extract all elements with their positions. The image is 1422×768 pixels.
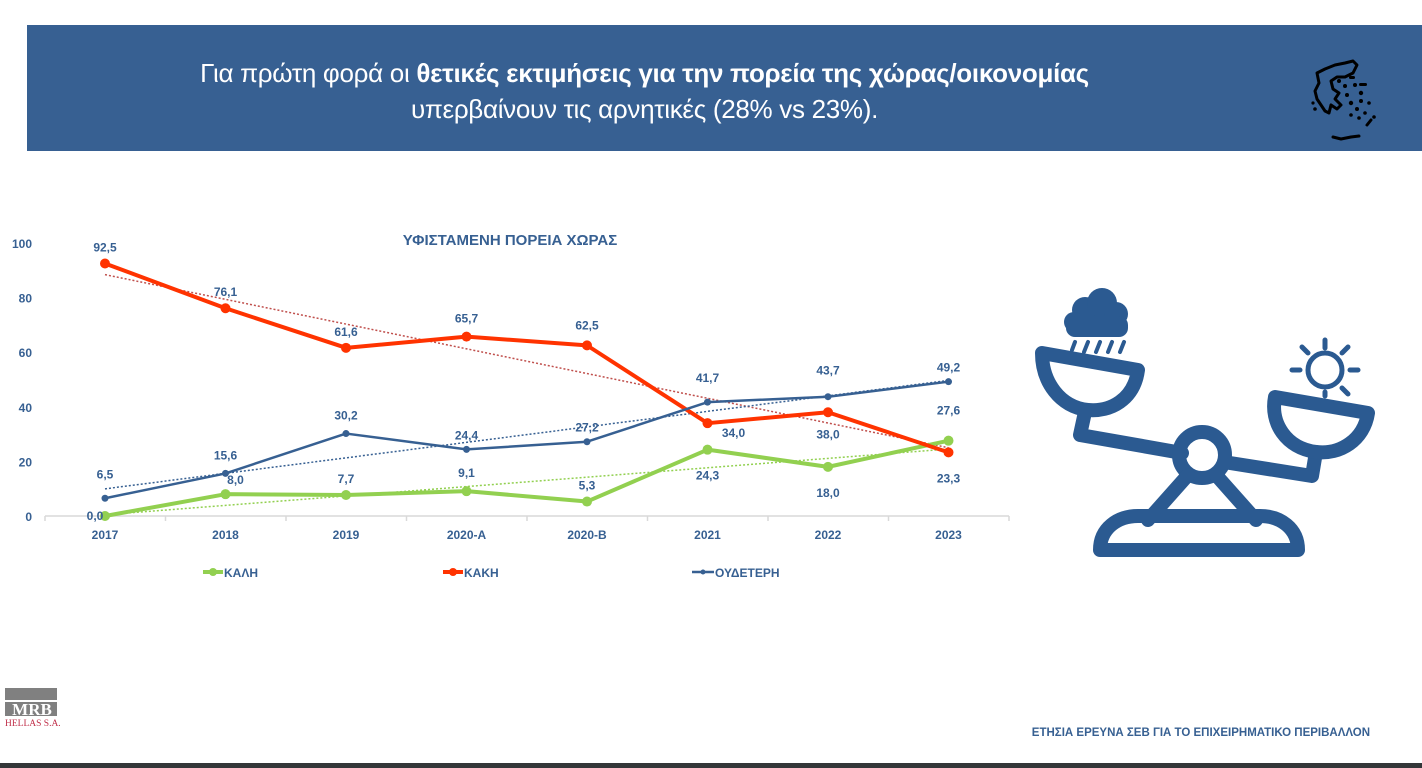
data-label: 62,5 [575, 318, 599, 332]
data-point [461, 331, 472, 342]
header-banner: Για πρώτη φορά οι θετικές εκτιμήσεις για… [27, 25, 1422, 151]
data-point [100, 511, 110, 521]
data-label: 76,1 [214, 285, 238, 299]
banner-line1-normal: Για πρώτη φορά οι [200, 58, 417, 88]
mrb-logo: MRB HELLAS S.A. [5, 688, 61, 742]
logo-main-text: MRB [12, 700, 52, 719]
bottom-bar [0, 763, 1422, 768]
data-point [702, 444, 713, 455]
data-point [702, 418, 713, 429]
data-label: 43,7 [816, 364, 840, 378]
data-label: 24,4 [455, 428, 479, 442]
greece-map-icon [1311, 59, 1376, 141]
data-point [704, 398, 711, 406]
data-label: 9,1 [458, 466, 475, 480]
data-point [342, 430, 350, 438]
data-point [101, 494, 109, 502]
data-label: 0,0 [87, 509, 104, 523]
data-point [220, 303, 231, 314]
data-label: 61,6 [334, 325, 358, 339]
y-tick-label: 60 [19, 346, 33, 360]
y-tick-label: 20 [19, 455, 33, 469]
logo-sub-text: HELLAS S.A. [5, 719, 61, 729]
data-label: 24,3 [696, 469, 720, 483]
trendline-0 [104, 448, 949, 516]
x-tick-label: 2022 [815, 528, 842, 542]
data-label: 41,7 [696, 371, 720, 385]
logo-bar [5, 688, 57, 700]
data-point [341, 489, 351, 500]
chart-title: ΥΦΙΣΤΑΜΕΝΗ ΠΟΡΕΙΑ ΧΩΡΑΣ [402, 232, 618, 249]
data-point [461, 486, 472, 497]
series-line-0 [104, 438, 949, 518]
data-label: 49,2 [937, 361, 961, 375]
data-point [583, 438, 591, 446]
data-label: 27,6 [937, 404, 961, 418]
rain-cloud-icon [1064, 288, 1128, 337]
data-point [582, 340, 592, 351]
data-label: 30,2 [334, 409, 358, 423]
x-tick-label: 2019 [333, 528, 360, 542]
data-label: 7,7 [338, 472, 355, 486]
data-point [824, 393, 832, 401]
x-tick-label: 2023 [935, 528, 962, 542]
series-line-1 [104, 261, 950, 455]
right-pan [1267, 390, 1375, 460]
data-point [463, 445, 470, 453]
data-label: 8,0 [227, 473, 244, 487]
banner-line1-bold: θετικές εκτιμήσεις για την πορεία της χώ… [416, 58, 1089, 88]
x-tick-label: 2018 [212, 528, 239, 542]
data-point [823, 407, 833, 418]
balance-scale-icon [1035, 288, 1375, 557]
banner-line2: υπερβαίνουν τις αρνητικές (28% vs 23%). [410, 94, 879, 124]
data-point [222, 469, 229, 477]
data-label: 15,6 [214, 448, 238, 462]
data-point [943, 435, 954, 446]
data-point [943, 447, 954, 458]
x-tick-label: 2017 [92, 528, 119, 542]
data-label: 5,3 [579, 479, 596, 493]
y-tick-label: 40 [19, 401, 33, 415]
x-tick-label: 2020-B [567, 528, 607, 542]
x-tick-label: 2021 [694, 528, 721, 542]
data-label: 23,3 [937, 471, 961, 485]
data-point [582, 496, 592, 507]
legend-label: ΟΥΔΕΤΕΡΗ [715, 566, 780, 580]
legend-swatch-marker [700, 569, 706, 575]
y-tick-label: 80 [19, 292, 33, 306]
legend-swatch-marker [209, 568, 217, 576]
data-point [220, 489, 231, 500]
data-label: 65,7 [455, 312, 479, 326]
legend-label: ΚΑΚΗ [464, 566, 499, 580]
legend-label: ΚΑΛΗ [224, 566, 258, 580]
data-label: 38,0 [816, 427, 840, 441]
data-point [341, 342, 351, 353]
logo-box [5, 702, 57, 716]
banner-headline: Για πρώτη φορά οι θετικές εκτιμήσεις για… [27, 55, 1262, 127]
legend-swatch-marker [449, 568, 457, 576]
data-point [823, 461, 833, 472]
y-tick-label: 100 [12, 237, 32, 251]
rain-drops [1070, 340, 1126, 354]
y-tick-label: 0 [25, 510, 32, 524]
x-tick-label: 2020-A [447, 528, 487, 542]
data-label: 34,0 [722, 426, 746, 440]
data-label: 27,2 [575, 421, 599, 435]
data-label: 92,5 [93, 240, 117, 254]
data-point [945, 378, 952, 386]
sun-icon [1289, 337, 1361, 399]
data-label: 6,5 [97, 467, 114, 481]
left-pan [1035, 346, 1145, 418]
data-label: 18,0 [816, 486, 840, 500]
footer-caption: ΕΤΗΣΙΑ ΕΡΕΥΝΑ ΣΕΒ ΓΙΑ ΤΟ ΕΠΙΧΕΙΡΗΜΑΤΙΚΟ … [1031, 727, 1370, 739]
data-point [100, 258, 110, 269]
chart-plot: 0 20 40 60 80 100 2017 2018 2019 2020-A 2020-B 2021… [12, 237, 1010, 580]
trendline-1 [104, 273, 949, 449]
line-chart: ΥΦΙΣΤΑΜΕΝΗ ΠΟΡΕΙΑ ΧΩΡΑΣ 0 20 40 60 80 100 2017… [0, 200, 1030, 600]
series-line-2 [104, 380, 949, 500]
